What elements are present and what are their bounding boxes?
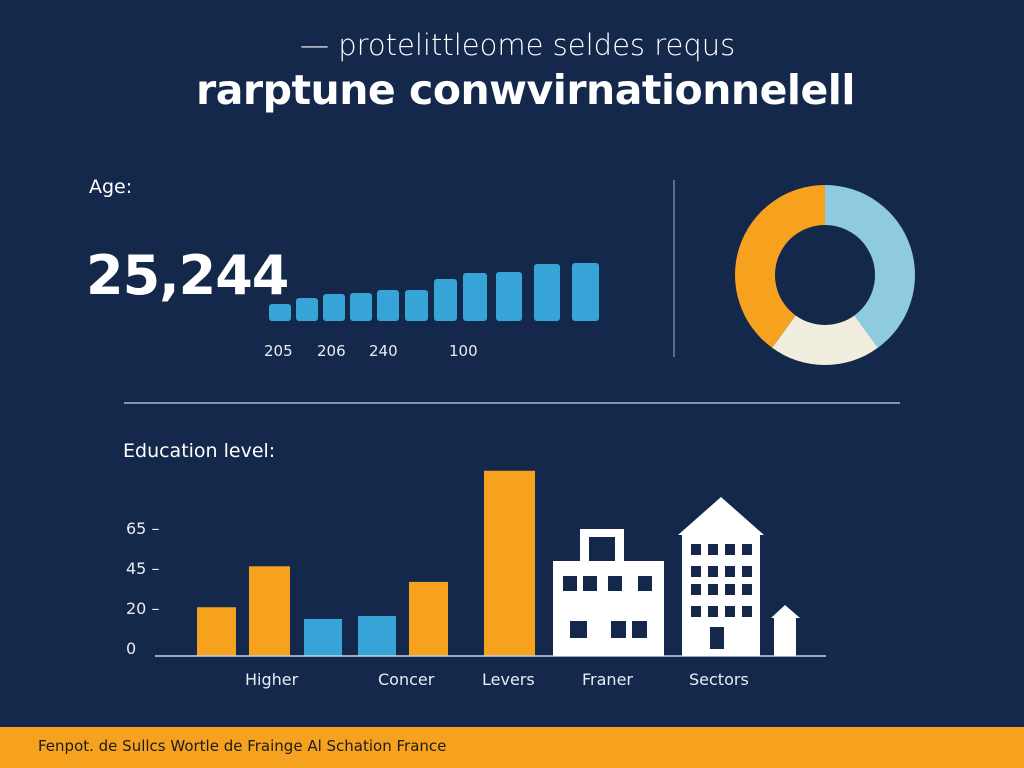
age-tick-label: 100 [449,342,478,360]
education-label: Education level: [123,440,276,462]
age-bar [534,264,560,321]
education-bar [197,607,236,656]
category-label: Franer [582,670,633,689]
age-bar [434,279,457,321]
age-bar [405,290,428,321]
donut-slice [735,185,825,348]
age-bar [323,294,345,321]
age-tick-label: 240 [369,342,398,360]
category-label: Higher [245,670,299,689]
age-tick-label: 206 [317,342,346,360]
age-bar [572,263,599,321]
page-title: rarptune conwvirnationnelell [196,66,855,114]
donut-slice [772,315,878,366]
age-bar [496,272,522,321]
donut-slice [825,185,916,348]
age-bar [350,293,372,321]
age-bar [269,304,291,321]
age-tick-label: 205 [264,342,293,360]
vertical-divider [673,180,675,357]
age-bar [377,290,399,321]
y-tick-label: 20 – [126,599,160,618]
section-divider [124,402,900,404]
donut-chart [735,185,916,366]
age-bar [463,273,487,321]
category-label: Sectors [689,670,749,689]
education-bar [484,470,535,656]
small-house-icon [771,605,800,656]
footer-text: Fenpot. de Sullcs Wortle de Frainge Al S… [38,737,447,755]
age-headline-value: 25,244 [86,244,289,307]
education-bar [409,581,448,656]
age-label: Age: [89,176,133,198]
y-tick-label: 0 [126,639,137,658]
y-tick-label: 65 – [126,519,160,538]
apartment-building-icon [678,497,764,656]
age-bar-chart [269,263,599,321]
footer-bar: Fenpot. de Sullcs Wortle de Frainge Al S… [0,727,1024,768]
education-bar [249,566,290,656]
subtitle: — protelittleome seldes requs [300,28,736,62]
education-bar-chart [197,470,535,656]
category-label: Levers [482,670,535,689]
category-label: Concer [378,670,435,689]
age-bar [296,298,318,321]
education-bar [304,618,342,656]
factory-building-icon [553,529,664,656]
education-bar [358,616,396,656]
y-tick-label: 45 – [126,559,160,578]
